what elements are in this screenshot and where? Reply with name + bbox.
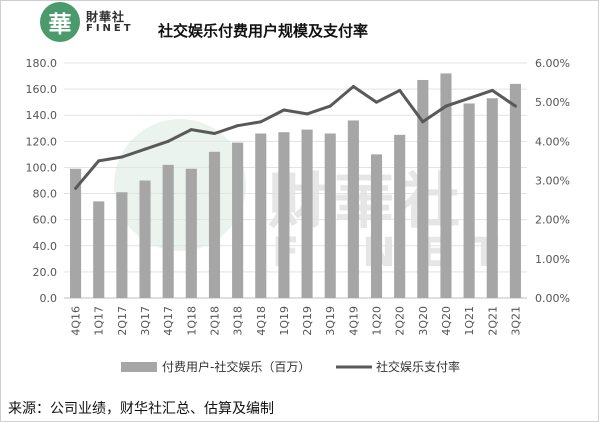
bar: [93, 201, 105, 298]
line-point: [375, 100, 379, 104]
y-tick-label: 180.0: [26, 57, 58, 70]
x-tick-label: 2Q19: [301, 306, 314, 336]
line-point: [421, 120, 425, 124]
x-axis: 4Q16 1Q17 2Q17 3Q17 4Q17 1Q18 2Q18 3Q18 4Q18 1Q19…: [70, 306, 523, 336]
x-tick-label: 2Q20: [394, 306, 407, 336]
y2-tick-label: 3.00%: [535, 175, 570, 188]
y-tick-label: 100.0: [26, 161, 58, 174]
bar: [463, 103, 475, 298]
line-point: [212, 132, 216, 135]
bar: [440, 73, 452, 298]
watermark: 財華社 FINET: [114, 119, 498, 276]
line-point: [259, 120, 263, 124]
x-tick-label: 4Q20: [440, 306, 453, 336]
bar: [208, 151, 221, 298]
bar: [139, 180, 151, 298]
line-series-path: [74, 85, 517, 190]
x-tick-label: 1Q18: [185, 306, 198, 336]
y2-tick-label: 4.00%: [535, 135, 570, 148]
x-tick-label: 4Q18: [255, 306, 268, 336]
bar: [347, 120, 359, 298]
x-tick-label: 1Q20: [371, 306, 384, 336]
bar: [255, 133, 267, 298]
bar: [185, 168, 197, 298]
x-tick-label: 3Q21: [509, 306, 522, 336]
source-bar: 来源：公司业绩，财华社汇总、估算及编制: [0, 394, 599, 422]
chart-title: 社交娱乐付费用户规模及支付率: [158, 22, 369, 40]
y2-tick-label: 2.00%: [535, 214, 570, 227]
watermark-chinese: 財華社: [268, 167, 466, 237]
line-point: [305, 112, 309, 116]
y-tick-label: 80.0: [33, 188, 58, 201]
legend-bar-label: 付费用户-社交娱乐（百万）: [162, 359, 310, 374]
line-point: [513, 104, 517, 108]
chart-header: 華 財華社 FINET 社交娱乐付费用户规模及支付率: [0, 0, 599, 46]
y-tick-label: 60.0: [33, 214, 58, 227]
bar: [70, 168, 82, 298]
x-tick-label: 3Q19: [324, 306, 337, 336]
bar: [509, 83, 521, 298]
bar: [324, 133, 336, 298]
line-point: [97, 159, 101, 163]
line-point: [143, 147, 147, 151]
y2-tick-label: 6.00%: [535, 57, 570, 70]
line-point: [467, 96, 471, 100]
y-tick-label: 140.0: [26, 109, 58, 122]
logo-chinese-name: 財華社: [86, 10, 126, 24]
x-tick-label: 2Q17: [116, 306, 129, 336]
line-point: [189, 128, 193, 132]
y2-tick-label: 5.00%: [535, 96, 570, 109]
line-point: [444, 104, 448, 108]
x-tick-label: 4Q19: [347, 306, 360, 336]
bar: [394, 134, 406, 298]
bar: [486, 98, 498, 298]
y-tick-label: 20.0: [33, 266, 58, 279]
logo-english-name: FINET: [86, 23, 134, 34]
bar: [301, 129, 313, 298]
bar-series: [70, 73, 521, 298]
x-tick-label: 1Q19: [278, 306, 291, 336]
x-tick-label: 4Q17: [162, 306, 175, 336]
x-tick-label: 1Q21: [463, 306, 476, 336]
y-axis-right: 0.00% 1.00% 2.00% 3.00% 4.00% 5.00% 6.00%: [535, 57, 570, 305]
x-tick-label: 3Q18: [232, 306, 245, 336]
line-point: [120, 155, 124, 159]
x-tick-label: 2Q21: [486, 306, 499, 336]
line-point: [74, 186, 78, 190]
y2-tick-label: 1.00%: [535, 253, 570, 266]
bar: [370, 154, 383, 298]
line-point: [282, 108, 286, 112]
finet-logo-icon: 華: [40, 2, 80, 42]
bar: [116, 192, 128, 298]
line-point: [398, 88, 402, 92]
watermark-logo-icon: [114, 119, 246, 251]
x-tick-label: 1Q17: [93, 306, 106, 336]
line-series: [74, 85, 517, 190]
legend-line-label: 社交娱乐支付率: [376, 359, 460, 374]
x-tick-label: 4Q16: [70, 306, 83, 336]
y-tick-label: 40.0: [33, 240, 58, 253]
line-point: [236, 124, 240, 128]
y-axis-left: 0.0 20.0 40.0 60.0 80.0 100.0 120.0 140.0 160.0 1…: [26, 57, 58, 305]
line-point: [166, 139, 170, 143]
y-tick-label: 160.0: [26, 83, 58, 96]
bar: [232, 142, 244, 298]
bar: [278, 132, 290, 298]
chart-canvas: 財華社 FINET 0.0 20.0 40.0 60.0 80.0 100.0 120.0 1…: [26, 57, 570, 374]
bar: [162, 164, 174, 298]
legend-bar-swatch: [121, 362, 157, 372]
x-tick-label: 3Q20: [417, 306, 430, 336]
y2-tick-label: 0.00%: [535, 292, 570, 305]
x-tick-label: 2Q18: [208, 306, 221, 336]
logo-glyph: 華: [48, 12, 72, 38]
legend: 付费用户-社交娱乐（百万） 社交娱乐支付率: [121, 359, 460, 374]
y-tick-label: 120.0: [26, 135, 58, 148]
bar: [417, 79, 429, 298]
y-tick-label: 0.0: [40, 292, 58, 305]
line-point: [328, 104, 332, 108]
line-point: [351, 85, 355, 88]
line-point: [490, 88, 494, 92]
source-note: 来源：公司业绩，财华社汇总、估算及编制: [8, 401, 274, 417]
x-tick-label: 3Q17: [139, 306, 152, 336]
